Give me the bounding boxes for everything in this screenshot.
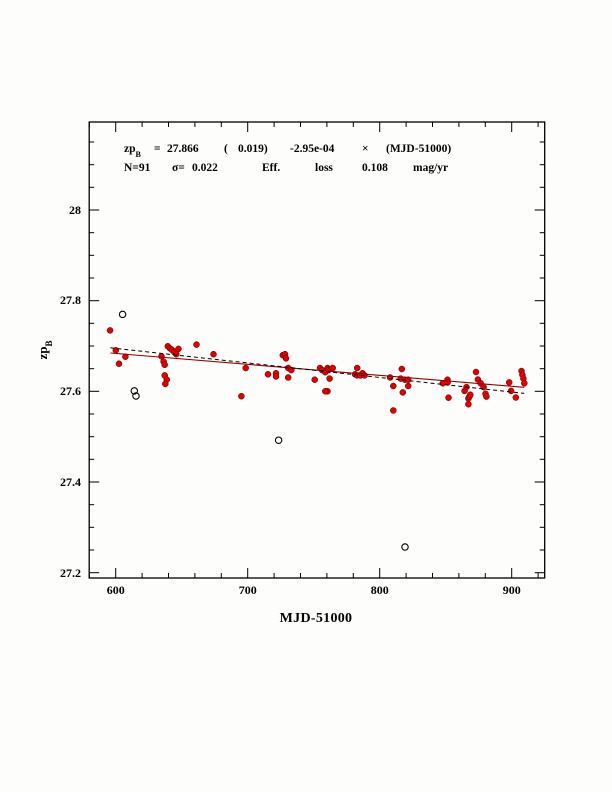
svg-text:28: 28: [69, 203, 81, 217]
svg-text:27.2: 27.2: [60, 566, 81, 580]
svg-text:800: 800: [371, 583, 389, 597]
svg-text:MJD-51000: MJD-51000: [280, 611, 353, 626]
svg-text:zpB=27.866(0.019)-2.95e-04×(MJ: zpB = 27.866(0.019) -2.95e-04 × (MJD-51000): [124, 143, 451, 159]
svg-text:27.8: 27.8: [60, 293, 81, 307]
svg-text:600: 600: [107, 583, 125, 597]
svg-text:zpB: zpB: [35, 340, 54, 359]
svg-text:900: 900: [503, 583, 521, 597]
svg-text:700: 700: [239, 583, 257, 597]
svg-text:27.4: 27.4: [60, 475, 81, 489]
svg-text:27.6: 27.6: [60, 384, 81, 398]
